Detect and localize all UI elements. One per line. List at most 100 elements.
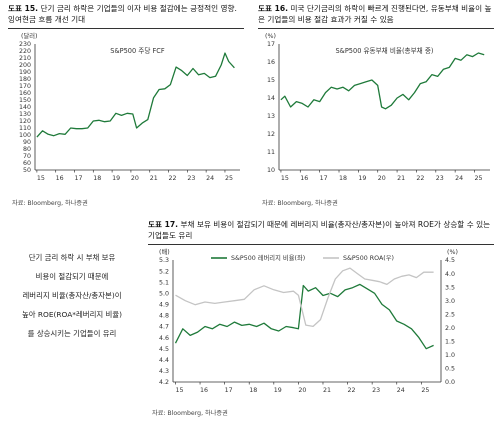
- x-tick-label: 20: [378, 175, 386, 182]
- y-tick-label: 200: [19, 62, 31, 69]
- current-liabilities-chart: (%) S&P500 유동부채 비율(총부채 중) 10 11 12 13 14 15 16 17…: [265, 33, 490, 182]
- fcf-chart: (달러)S&P500 주당 FCF50607080901001101201301…: [19, 31, 240, 182]
- y-tick-label: 14: [267, 95, 275, 102]
- y-tick-label: 220: [19, 48, 31, 55]
- y-tick-label: 4.2: [159, 379, 169, 386]
- series-line-1: [36, 52, 235, 138]
- chart3-title: 도표 17. 부채 보유 비용이 절감되기 때문에 레버리지 비율(총자산/총자…: [148, 219, 496, 241]
- chart3-caption: 부채 보유 비용이 절감되기 때문에 레버리지 비율(총자산/총자본)이 높아져…: [148, 220, 491, 240]
- x-tick-label: 20: [298, 387, 306, 394]
- side-note-line: 를 상승시키는 기업들이 유리: [27, 329, 117, 338]
- y-right-tick-label: 4.0: [445, 271, 455, 278]
- chart1-caption: 단기 금리 하락은 기업들의 이자 비용 절감에는 긍정적인 영향. 잉여현금 …: [8, 4, 237, 24]
- y-tick-label: 16: [267, 59, 275, 66]
- y-tick-label: 4.8: [159, 313, 169, 320]
- y-tick-label: 150: [19, 97, 31, 104]
- y-tick-label: 4.9: [159, 302, 169, 309]
- x-tick-label: 17: [74, 175, 82, 182]
- chart1-source: 자료: Bloomberg, 하나증권: [12, 200, 88, 207]
- y-axis-right-unit: (%): [447, 249, 458, 256]
- y-tick-label: 180: [19, 76, 31, 83]
- x-tick-label: 24: [455, 175, 463, 182]
- y-tick-label: 60: [23, 160, 31, 167]
- y-tick-label: 13: [267, 113, 275, 120]
- chart2-caption: 미국 단기금리의 하락이 빠르게 진행된다면, 유동부채 비율이 높은 기업들의…: [258, 4, 492, 24]
- chart-inner-title: S&P500 주당 FCF: [110, 46, 165, 55]
- x-tick-label: 15: [175, 387, 183, 394]
- chart1-title-rule: [8, 28, 244, 29]
- y-tick-label: 4.4: [159, 357, 169, 364]
- x-tick-label: 22: [416, 175, 424, 182]
- x-tick-label: 18: [339, 175, 347, 182]
- x-tick-label: 24: [206, 175, 214, 182]
- y-tick-label: 170: [19, 83, 31, 90]
- leverage-roa-chart: (배) (%) 4.2 4.3 4.4 4.5 4.6 4.7 4.8 4.9 5.0 5.1 5.2 5…: [159, 247, 458, 394]
- chart2-number: 도표 16.: [258, 4, 289, 13]
- y-right-tick-label: 4.5: [445, 257, 455, 264]
- y-tick-label: 140: [19, 104, 31, 111]
- y-right-tick-label: 3.5: [445, 284, 455, 291]
- x-tick-label: 17: [320, 175, 328, 182]
- y-tick-label: 4.7: [159, 324, 169, 331]
- y-tick-label: 4.3: [159, 368, 169, 375]
- y-tick-label: 11: [267, 149, 275, 156]
- x-tick-label: 25: [475, 175, 483, 182]
- y-tick-label: 5.0: [159, 290, 169, 297]
- x-tick-label: 23: [187, 175, 195, 182]
- x-tick-label: 19: [358, 175, 366, 182]
- chart-inner-title: S&P500 유동부채 비율(총부채 중): [336, 46, 434, 55]
- x-tick-label: 16: [300, 175, 308, 182]
- series-line-1: [280, 52, 485, 110]
- y-tick-label: 210: [19, 55, 31, 62]
- y-right-tick-label: 0.5: [445, 366, 455, 373]
- y-tick-label: 5.1: [159, 279, 169, 286]
- chart2-source: 자료: Bloomberg, 하나증권: [262, 200, 338, 207]
- legend-label-2: S&P500 ROA(우): [343, 254, 394, 262]
- x-tick-label: 17: [225, 387, 233, 394]
- x-tick-label: 21: [150, 175, 158, 182]
- legend-label-1: S&P500 레버리지 비율(좌): [231, 253, 305, 262]
- y-right-tick-label: 3.0: [445, 298, 455, 305]
- side-note-line: 레버리지 비율(총자산/총자본)이: [22, 291, 122, 300]
- y-right-tick-label: 1.0: [445, 352, 455, 359]
- y-tick-label: 17: [267, 41, 275, 48]
- x-tick-label: 21: [397, 175, 405, 182]
- y-tick-label: 4.6: [159, 335, 169, 342]
- x-tick-label: 15: [37, 175, 45, 182]
- chart1-title: 도표 15. 단기 금리 하락은 기업들의 이자 비용 절감에는 긍정적인 영향…: [8, 3, 246, 25]
- y-axis-unit: (달러): [21, 31, 38, 40]
- series-line-2: [175, 267, 434, 328]
- side-note-line: 높아 ROE(ROA*레버리지 비율): [21, 310, 123, 319]
- x-tick-label: 19: [274, 387, 282, 394]
- x-tick-label: 18: [249, 387, 257, 394]
- y-tick-label: 12: [267, 131, 275, 138]
- x-tick-label: 22: [348, 387, 356, 394]
- x-tick-label: 18: [93, 175, 101, 182]
- chart3-title-rule: [148, 244, 494, 245]
- y-tick-label: 50: [23, 167, 31, 174]
- y-tick-label: 10: [267, 167, 275, 174]
- x-tick-label: 20: [131, 175, 139, 182]
- y-axis-unit: (%): [265, 33, 276, 40]
- y-tick-label: 130: [19, 111, 31, 118]
- y-tick-label: 5.3: [159, 257, 169, 264]
- chart3-source: 자료: Bloomberg, 하나증권: [152, 410, 228, 417]
- chart2-title-rule: [258, 28, 494, 29]
- y-right-tick-label: 2.5: [445, 311, 455, 318]
- y-tick-label: 110: [19, 125, 31, 132]
- y-tick-label: 80: [23, 146, 31, 153]
- y-right-tick-label: 0.0: [445, 379, 455, 386]
- side-note-line: 비용이 절감되기 때문에: [35, 272, 109, 281]
- chart3-number: 도표 17.: [148, 220, 179, 229]
- y-axis-unit: (배): [159, 247, 170, 256]
- series-line-1: [174, 283, 434, 350]
- y-right-tick-label: 1.5: [445, 339, 455, 346]
- chart1-number: 도표 15.: [8, 4, 39, 13]
- x-tick-label: 25: [421, 387, 429, 394]
- x-tick-label: 16: [200, 387, 208, 394]
- x-tick-label: 25: [225, 175, 233, 182]
- side-note: 단기 금리 하락 시 부채 보유 비용이 절감되기 때문에 레버리지 비율(총자…: [8, 248, 136, 343]
- y-tick-label: 5.2: [159, 268, 169, 275]
- y-tick-label: 15: [267, 77, 275, 84]
- x-tick-label: 15: [281, 175, 289, 182]
